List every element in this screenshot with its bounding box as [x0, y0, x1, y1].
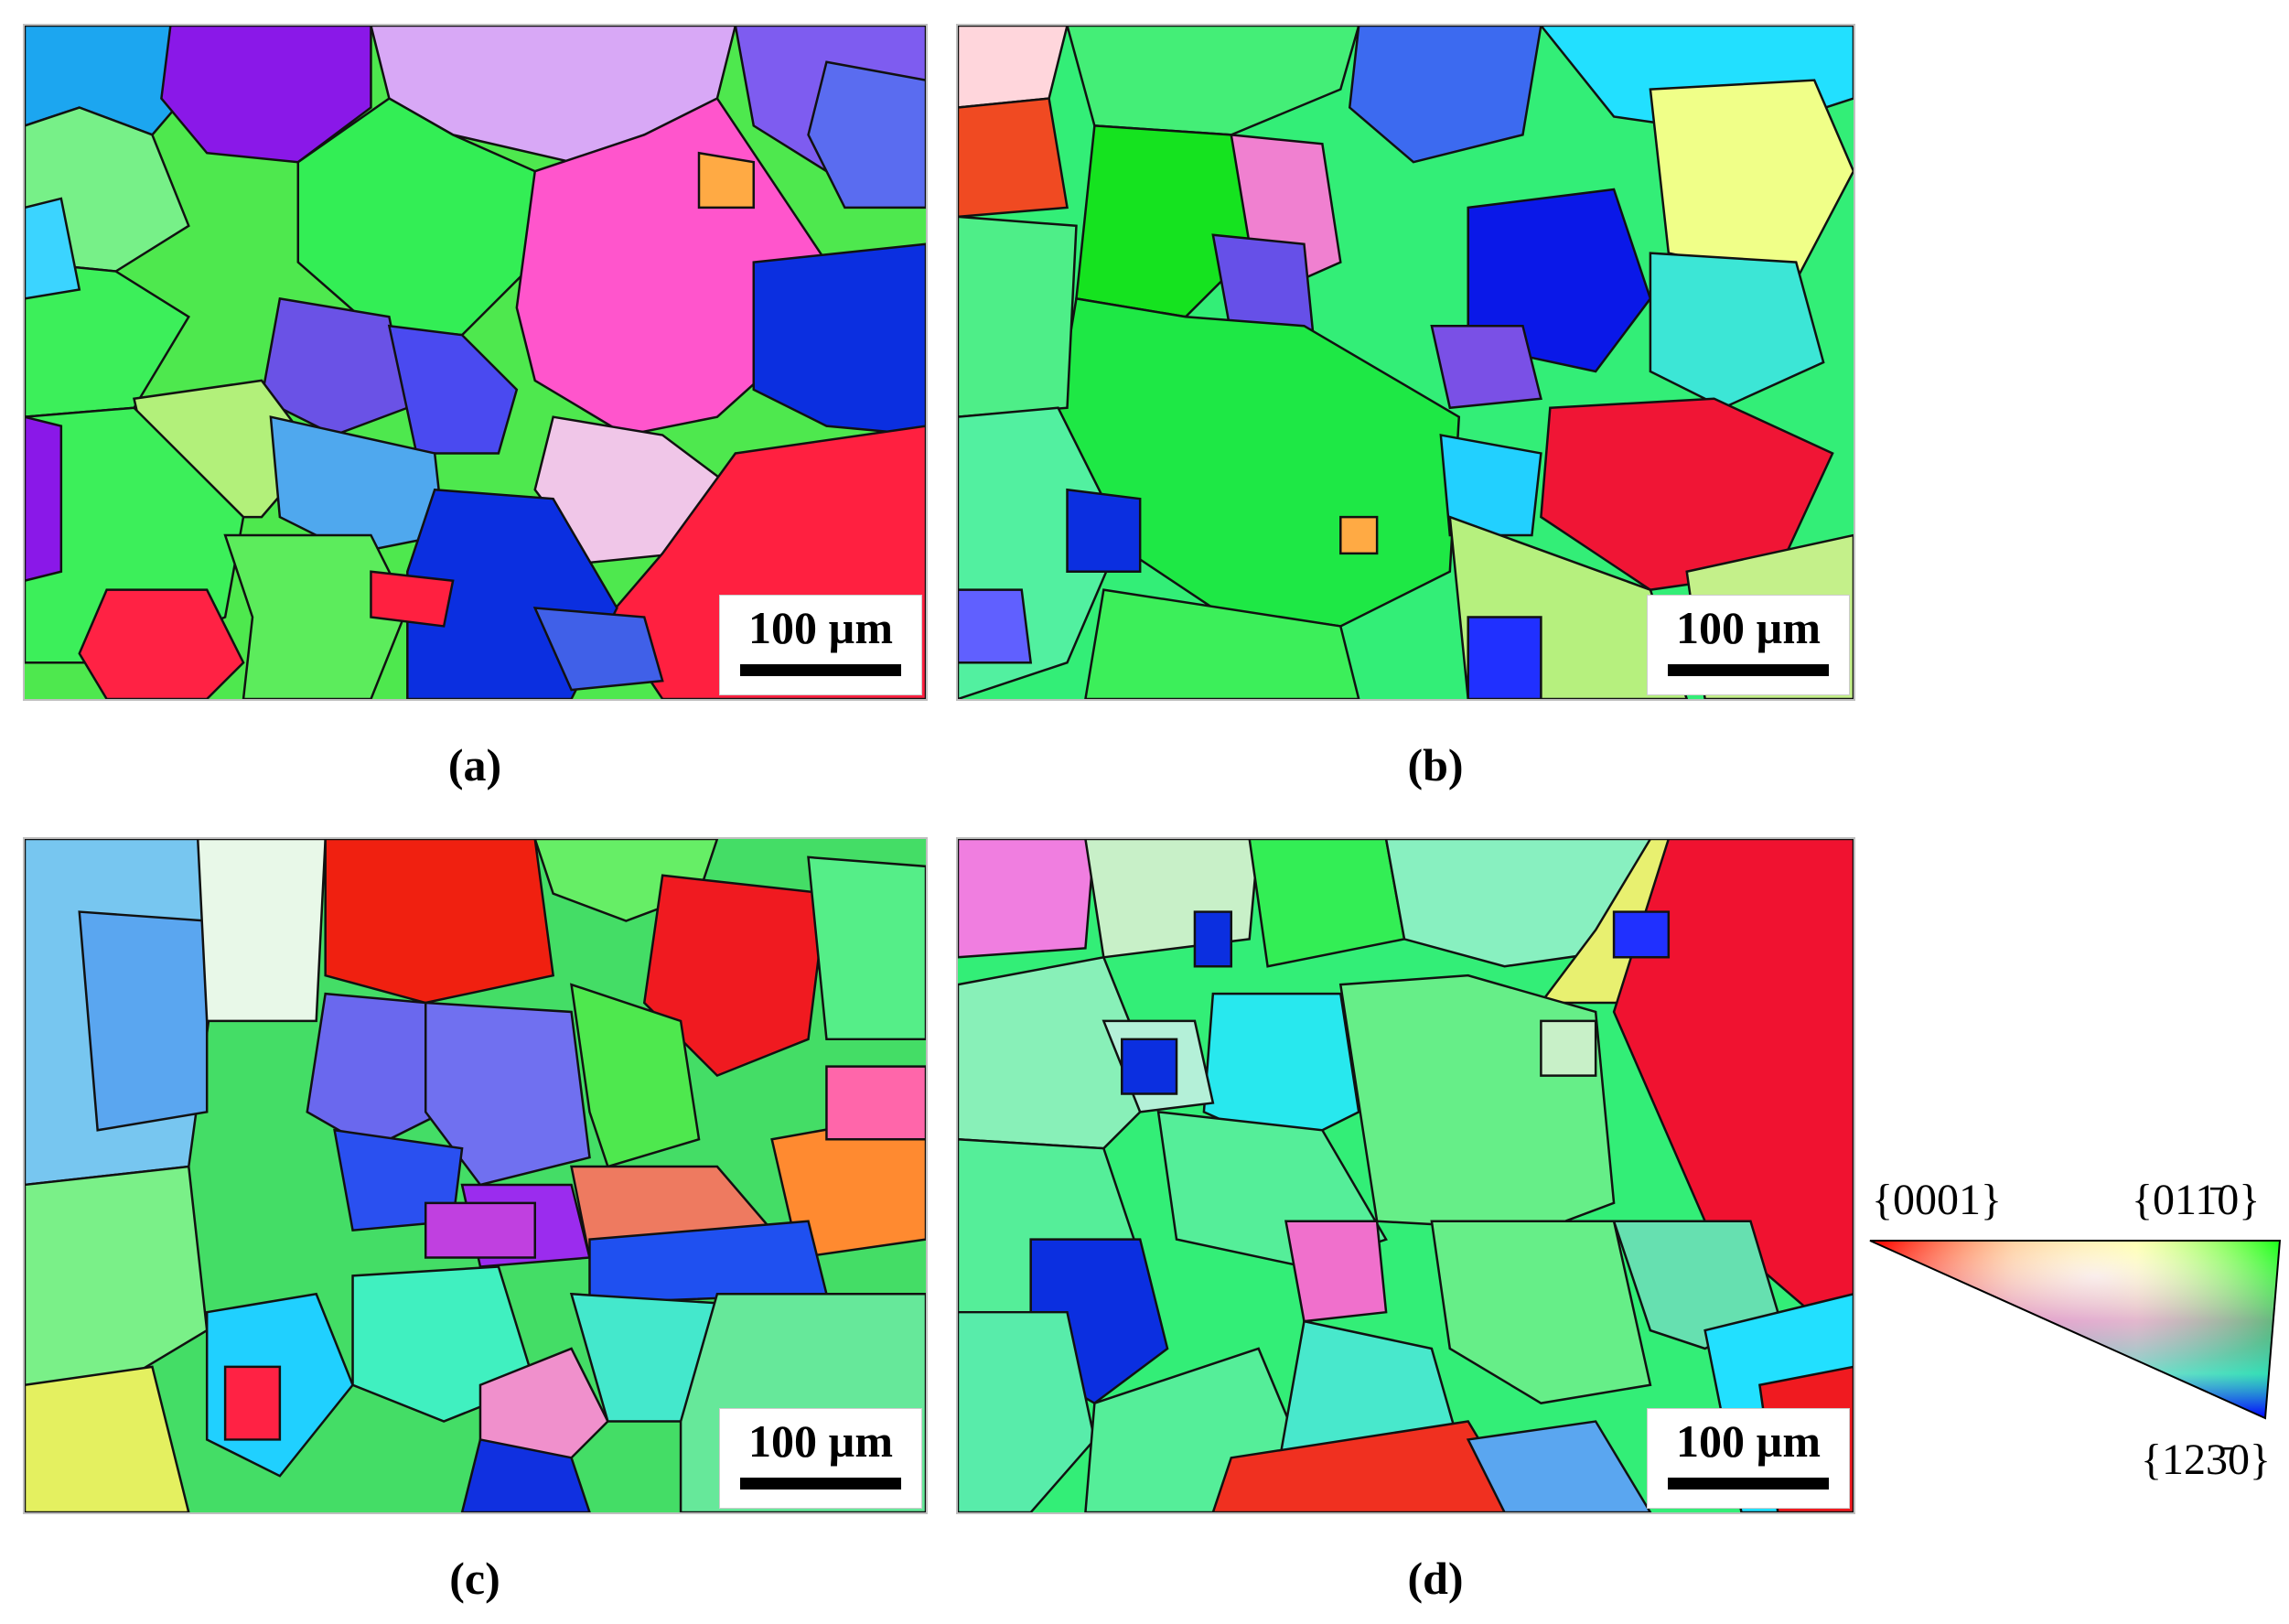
- scale-bar-box: 100 µm: [719, 1408, 922, 1509]
- scale-bar-box: 100 µm: [1647, 595, 1850, 695]
- key-label-01-10: {011̄0}: [2132, 1176, 2261, 1224]
- ebsd-map-a: 100 µm: [23, 24, 928, 701]
- scale-bar-box: 100 µm: [1647, 1408, 1850, 1509]
- grain-map-c: [25, 839, 926, 1512]
- scale-bar-box: 100 µm: [719, 595, 922, 695]
- grain-map-a: [25, 26, 926, 699]
- scale-bar: [1668, 1478, 1829, 1490]
- scale-bar-label: 100 µm: [1676, 602, 1821, 653]
- scale-bar-label: 100 µm: [748, 1415, 893, 1467]
- scale-bar: [740, 1478, 901, 1490]
- scale-bar: [740, 664, 901, 676]
- grain-map-b: [958, 26, 1854, 699]
- key-label-0001: {0001}: [1872, 1176, 2003, 1224]
- panel-label-a: (a): [447, 739, 502, 790]
- ipf-color-key: {0001} {011̄0} {123̄0}: [1866, 1171, 2287, 1510]
- ipf-triangle: [1869, 1240, 2282, 1420]
- scale-bar: [1668, 664, 1829, 676]
- ebsd-map-c: 100 µm: [23, 837, 928, 1514]
- panel-label-b: (b): [1407, 739, 1464, 790]
- scale-bar-label: 100 µm: [748, 602, 893, 653]
- key-label-12-30: {123̄0}: [2141, 1436, 2272, 1484]
- panel-label-c: (c): [449, 1553, 500, 1604]
- scale-bar-label: 100 µm: [1676, 1415, 1821, 1467]
- ebsd-map-b: 100 µm: [956, 24, 1855, 701]
- ebsd-map-d: 100 µm: [956, 837, 1855, 1514]
- panel-label-d: (d): [1407, 1553, 1464, 1604]
